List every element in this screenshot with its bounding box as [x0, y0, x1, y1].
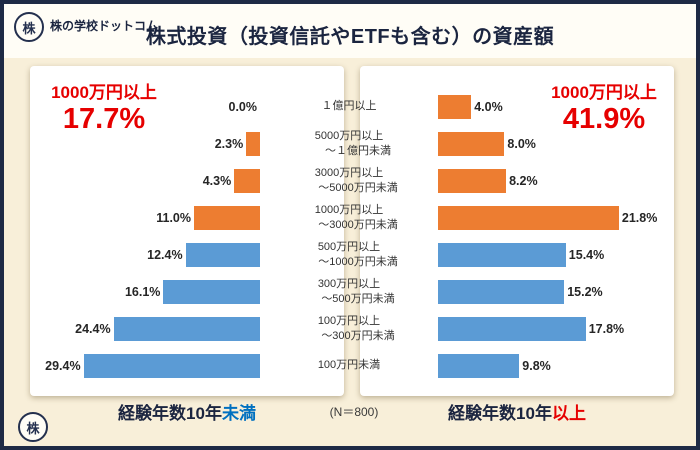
bar-value-label: 4.3% [202, 173, 232, 188]
bar-value-label: 21.8% [621, 210, 658, 225]
category-label: 5000万円以上 ～１億円未満 [314, 130, 391, 157]
chart-row: 15.2% [438, 273, 670, 310]
bar-value-label: 11.0% [156, 210, 191, 225]
category-label: 300万円以上 ～500万円未満 [317, 278, 395, 305]
bar-left [83, 353, 260, 378]
right-chart-panel [360, 66, 674, 396]
chart-row: 11.0% [36, 199, 260, 236]
bar-left [234, 168, 260, 193]
bar-right [438, 168, 507, 193]
bar-left [185, 242, 260, 267]
bar-left [113, 316, 260, 341]
category-label: 1000万円以上 ～3000万円未満 [314, 204, 398, 231]
left-chart-panel [30, 66, 344, 396]
right-highlight-value: 41.9% [562, 103, 646, 135]
chart-row: 8.0% [438, 125, 670, 162]
chart-row: 17.8% [438, 310, 670, 347]
category-label: 100万円以上 ～300万円未満 [317, 315, 395, 342]
category-label: １億円以上 [321, 100, 377, 113]
left-axis-accent: 未満 [221, 404, 256, 423]
bar-right [438, 279, 565, 304]
chart-row: 21.8% [438, 199, 670, 236]
category-axis: １億円以上 5000万円以上 ～１億円未満 3000万円以上 ～5000万円未満 1000… [260, 88, 438, 384]
right-highlight: 1000万円以上 41.9% [538, 78, 670, 136]
chart-row: 9.8% [438, 347, 670, 384]
bar-right [438, 131, 505, 156]
chart-row: 15.4% [438, 236, 670, 273]
bar-value-label: 15.2% [567, 284, 603, 299]
bar-value-label: 4.0% [474, 99, 503, 114]
right-bar-series: 4.0% 8.0% 8.2% 21.8% 15.4% 15.2% 17.8% 9.8% [438, 88, 670, 384]
logo-emblem-icon: 株 [14, 12, 44, 42]
footer-logo: 株 [18, 412, 48, 442]
bar-value-label: 8.2% [509, 173, 538, 188]
bar-right [438, 242, 566, 267]
right-axis-main: 経験年数10年 [448, 404, 552, 423]
category-label: 3000万円以上 ～5000万円未満 [314, 167, 398, 194]
left-axis-main: 経験年数10年 [118, 404, 222, 423]
left-bar-series: 0.0% 2.3% 4.3% 11.0% 12.4% 16.1% 24.4% 29.4% [36, 88, 260, 384]
right-axis-label: 経験年数10年以上 [360, 399, 674, 424]
bar-left [194, 205, 260, 230]
bar-right [438, 316, 586, 341]
bar-value-label: 2.3% [214, 136, 244, 151]
bar-value-label: 24.4% [75, 321, 111, 336]
bar-value-label: 29.4% [45, 358, 81, 373]
left-highlight-value: 17.7% [62, 103, 146, 135]
bar-left [246, 131, 260, 156]
category-label: 500万円以上 ～1000万円未満 [317, 241, 398, 268]
bar-value-label: 0.0% [228, 99, 258, 114]
chart-row: 12.4% [36, 236, 260, 273]
chart-row: 29.4% [36, 347, 260, 384]
header-band [4, 4, 696, 58]
bar-left [163, 279, 260, 304]
bar-value-label: 8.0% [507, 136, 536, 151]
bar-value-label: 12.4% [147, 247, 183, 262]
chart-row: 0.0% [36, 88, 260, 125]
chart-row: 16.1% [36, 273, 260, 310]
category-label: 100万円未満 [317, 359, 381, 372]
chart-row: 24.4% [36, 310, 260, 347]
sample-size-note: (N＝800) [329, 405, 379, 419]
page-title: 株式投資（投資信託やETFも含む）の資産額 [145, 26, 555, 48]
bar-right [438, 353, 520, 378]
chart-row: 4.3% [36, 162, 260, 199]
footer-logo-emblem-icon: 株 [18, 412, 48, 442]
left-highlight-label: 1000万円以上 [51, 83, 157, 102]
chart-row: 2.3% [36, 125, 260, 162]
left-axis-label: 経験年数10年未満 [30, 399, 344, 424]
bar-right [438, 205, 619, 230]
logo-text: 株の学校ドットコム [50, 19, 159, 34]
left-highlight: 1000万円以上 17.7% [38, 78, 170, 136]
bar-value-label: 17.8% [588, 321, 625, 336]
bar-value-label: 9.8% [522, 358, 551, 373]
chart-row: 8.2% [438, 162, 670, 199]
right-highlight-label: 1000万円以上 [551, 83, 657, 102]
bar-value-label: 16.1% [124, 284, 161, 299]
site-logo: 株 株の学校ドットコム [14, 12, 158, 42]
bar-value-label: 15.4% [568, 247, 605, 262]
chart-row: 4.0% [438, 88, 670, 125]
right-axis-accent: 以上 [551, 404, 586, 423]
bar-right [438, 94, 472, 119]
